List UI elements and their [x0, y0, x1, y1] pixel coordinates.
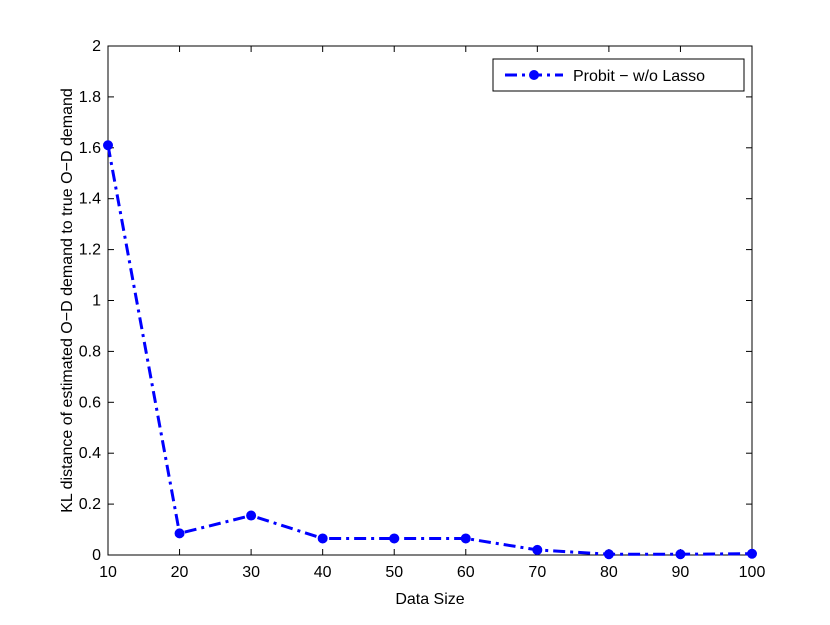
- y-tick-label: 0: [92, 547, 101, 564]
- x-tick-label: 50: [385, 564, 403, 581]
- x-tick-label: 30: [242, 564, 260, 581]
- data-point: [389, 533, 400, 544]
- y-tick-label: 1: [92, 293, 101, 310]
- x-tick-label: 60: [457, 564, 475, 581]
- y-tick-label: 0.2: [79, 496, 101, 513]
- x-tick-label: 20: [171, 564, 189, 581]
- plot-frame: [107, 45, 753, 556]
- x-axis-label: Data Size: [395, 591, 464, 608]
- plot-area: 10 20 30 40 50 60 70 80 90 100 00.20.40.60.811.21…: [79, 38, 766, 581]
- data-point: [174, 528, 185, 539]
- data-point: [603, 549, 614, 560]
- data-point: [460, 533, 471, 544]
- x-axis: 10 20 30 40 50 60 70 80 90 100: [99, 46, 765, 581]
- y-tick-label: 1.8: [79, 89, 101, 106]
- legend-box: [492, 58, 745, 92]
- y-axis-label: KL distance of estimated O−D demand to t…: [59, 88, 76, 513]
- y-tick-label: 1.6: [79, 140, 101, 157]
- legend-marker-sample: [529, 70, 539, 80]
- x-tick-label: 10: [99, 564, 117, 581]
- x-tick-label: 40: [314, 564, 332, 581]
- data-point: [103, 140, 113, 151]
- data-point: [747, 548, 757, 559]
- y-tick-label: 0.4: [79, 445, 101, 462]
- x-tick-label: 70: [528, 564, 546, 581]
- legend: Probit − w/o Lasso: [492, 58, 745, 92]
- y-axis: 0 0.2 0.4 0.6 0.8 1 1.2 1.4 1.6 1.8 2: [79, 38, 752, 564]
- y-tick-label: 0.8: [79, 343, 101, 360]
- x-tick-label: 90: [672, 564, 690, 581]
- y-tick-label: 1.2: [79, 242, 101, 259]
- data-point: [317, 533, 328, 544]
- y-tick-label: 0.6: [79, 394, 101, 411]
- x-tick-label: 100: [739, 564, 766, 581]
- y-tick-label: 1.4: [79, 191, 101, 208]
- y-tick-label: 2: [92, 38, 101, 55]
- x-tick-label: 80: [600, 564, 618, 581]
- series-line: [106, 144, 753, 556]
- series-layer: [103, 140, 757, 560]
- legend-entry: Probit − w/o Lasso: [573, 68, 705, 85]
- data-point: [532, 544, 543, 555]
- data-point: [675, 549, 686, 560]
- data-point: [246, 510, 257, 521]
